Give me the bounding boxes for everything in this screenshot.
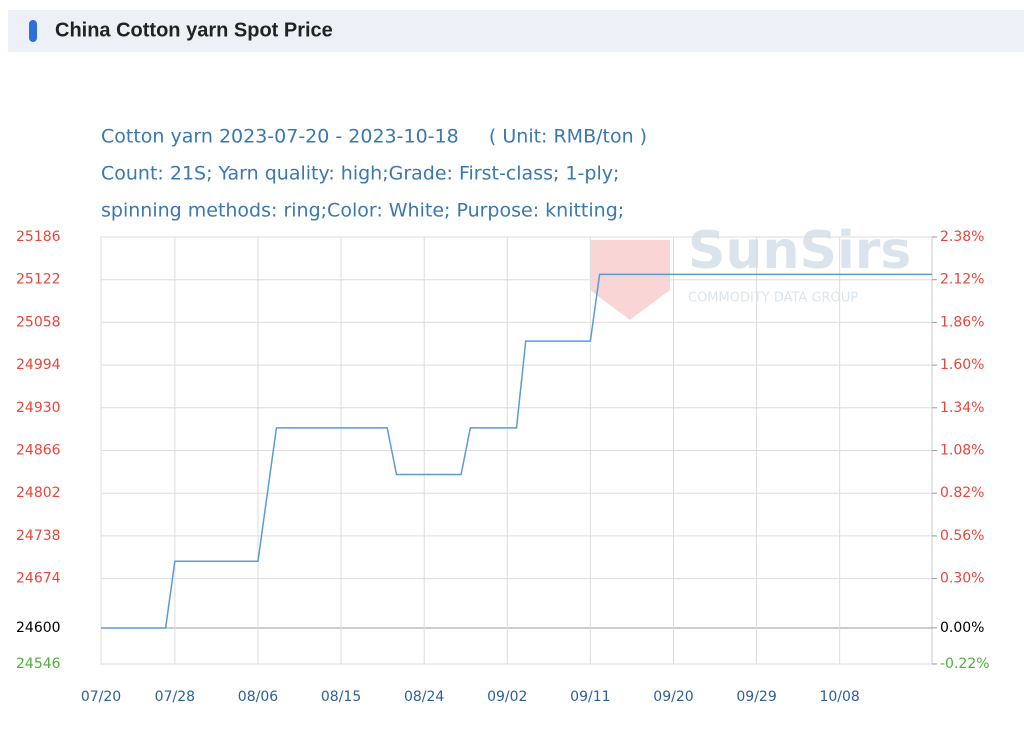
y2-tick-label: 2.12% (940, 272, 984, 288)
x-tick-label: 08/24 (404, 689, 444, 705)
y-tick-label: 25058 (16, 314, 61, 330)
y-tick-label: 24866 (16, 443, 61, 459)
header-icon (29, 20, 37, 42)
subtitle: Cotton yarn 2023-07-20 - 2023-10-18 ( Un… (101, 126, 647, 148)
x-tick-label: 08/15 (321, 689, 361, 705)
line-series (101, 273, 932, 629)
header-title: China Cotton yarn Spot Price (55, 19, 333, 41)
watermark-tagline: COMMODITY DATA GROUP (688, 291, 858, 306)
header-bar (8, 10, 1024, 52)
y-tick-label: 25186 (16, 229, 61, 245)
y-tick-label: 24930 (16, 400, 61, 416)
y2-tick-label: 0.00% (940, 620, 984, 636)
y-tick-label: 24994 (16, 357, 61, 373)
y-tick-label: 24738 (16, 528, 61, 544)
x-tick-label: 09/20 (653, 689, 693, 705)
x-tick-label: 07/28 (155, 689, 195, 705)
x-tick-label: 09/02 (487, 689, 527, 705)
subtitle: Count: 21S; Yarn quality: high;Grade: Fi… (101, 163, 619, 185)
y2-tick-label: -0.22% (940, 656, 990, 672)
x-tick-label: 08/06 (238, 689, 278, 705)
x-tick-label: 07/20 (81, 689, 121, 705)
y-tick-label: 24546 (16, 656, 61, 672)
y2-tick-label: 0.30% (940, 571, 984, 587)
y2-tick-label: 1.34% (940, 400, 984, 416)
y-tick-label: 24802 (16, 485, 61, 501)
y2-tick-label: 1.60% (940, 357, 984, 373)
y-tick-label: 24674 (16, 571, 61, 587)
subtitle: spinning methods: ring;Color: White; Pur… (101, 200, 624, 222)
x-tick-label: 10/08 (819, 689, 859, 705)
x-tick-label: 09/11 (570, 689, 610, 705)
y2-tick-label: 0.56% (940, 528, 984, 544)
y2-tick-label: 1.08% (940, 443, 984, 459)
y2-tick-label: 0.82% (940, 485, 984, 501)
watermark-brand: SunSirs (688, 221, 911, 281)
x-tick-label: 09/29 (736, 689, 776, 705)
y2-tick-label: 2.38% (940, 229, 984, 245)
watermark: SunSirs COMMODITY DATA GROUP (590, 221, 911, 320)
y2-tick-label: 1.86% (940, 314, 984, 330)
y-tick-label: 25122 (16, 272, 61, 288)
y-tick-label: 24600 (16, 620, 61, 636)
